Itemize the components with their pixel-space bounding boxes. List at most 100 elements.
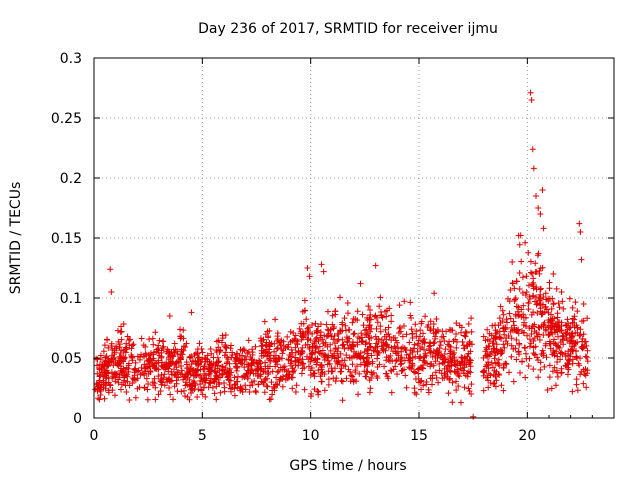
data-point [290,329,297,336]
data-point [115,379,122,386]
data-point [419,330,426,337]
data-point [388,389,395,396]
data-point [158,381,165,388]
data-point [199,391,206,398]
data-point [337,350,344,357]
data-point [166,349,173,356]
data-point [539,187,546,193]
data-point [466,387,473,394]
data-point [542,290,549,297]
data-point [565,320,572,327]
data-point [128,353,135,360]
data-point [306,273,313,280]
data-point [533,329,540,336]
data-point [525,299,532,306]
data-point [395,330,402,337]
data-point [264,383,271,390]
data-point [458,329,465,336]
data-point [192,367,199,374]
data-point [367,311,374,318]
data-point [309,349,316,356]
data-point [451,360,458,367]
data-point [549,368,556,375]
data-point [288,346,295,353]
data-point [565,361,572,368]
data-point [339,336,346,343]
data-point [239,388,246,395]
data-point [577,326,584,333]
data-point [508,353,515,360]
data-point [158,354,165,361]
data-point [364,368,371,375]
data-point [489,364,496,371]
y-tick-label: 0.15 [51,231,82,247]
data-point [566,340,573,347]
data-point [308,355,315,362]
data-point [195,361,202,368]
data-point [559,298,566,305]
data-point [499,307,506,314]
data-point [536,297,543,304]
data-point [103,367,110,374]
data-point [221,352,228,359]
data-point [467,363,474,370]
data-point [329,368,336,375]
data-point [213,383,220,390]
data-point [507,286,514,293]
data-point [566,325,573,332]
data-point [550,300,557,307]
data-point [382,347,389,354]
data-point [480,354,487,361]
data-point [499,325,506,332]
x-tick-label: 0 [90,428,99,444]
data-point [523,273,530,280]
data-point [122,372,129,379]
data-point [102,385,109,392]
data-point [118,347,125,354]
data-point [264,371,271,378]
data-point [397,361,404,368]
data-point [429,353,436,360]
data-point [146,363,153,370]
data-point [354,354,361,361]
data-point [243,370,250,377]
data-point [340,341,347,348]
data-point [364,330,371,337]
data-point [266,356,273,363]
data-point [441,375,448,382]
data-point [278,355,285,362]
data-point [241,347,248,354]
data-point [465,350,472,357]
data-point [108,369,115,376]
data-point [403,351,410,358]
data-point [549,330,556,337]
data-point [301,307,308,314]
data-point [528,311,535,318]
data-point [377,294,384,301]
data-point [576,220,583,227]
data-point [535,324,542,331]
data-point [518,306,525,313]
data-point [385,356,392,363]
data-point [147,350,154,357]
data-point [257,373,264,380]
data-point [451,354,458,361]
data-point [253,367,260,374]
data-point [356,335,363,342]
data-point [511,285,518,292]
data-point [358,330,365,337]
data-point [138,364,145,371]
data-point [583,342,590,349]
data-point [135,367,142,374]
data-point [170,396,177,403]
data-point [197,377,204,384]
data-point [457,399,464,406]
data-point [526,343,533,350]
data-point [120,320,127,327]
data-point [192,358,199,365]
data-point [187,383,194,390]
data-point [560,341,567,348]
data-point [258,378,265,385]
data-point [140,370,147,377]
data-point [453,338,460,345]
